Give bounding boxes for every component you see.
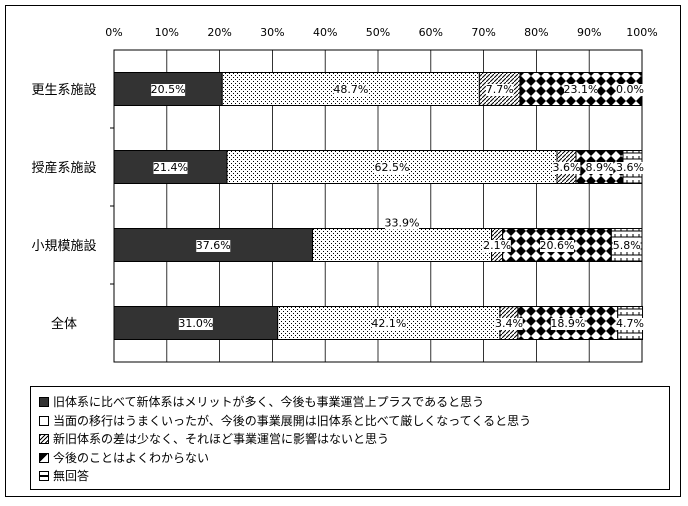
legend-label: 当面の移行はうまくいったが、今後の事業展開は旧体系と比べて厳しくなってくると思う [53, 413, 532, 428]
data-label-bg [153, 162, 188, 174]
category-label: 授産系施設 [31, 160, 96, 176]
data-label: 48.7% [333, 83, 368, 96]
data-label: 3.6% [616, 161, 644, 174]
data-label-bg [196, 240, 231, 252]
data-label-bg [374, 162, 409, 174]
x-tick-label: 90% [577, 26, 601, 39]
legend-swatch-dark [39, 397, 49, 408]
category-label: 全体 [51, 316, 77, 332]
data-label-bg [616, 162, 644, 174]
data-label: 8.9% [586, 161, 614, 174]
data-label: 31.0% [178, 317, 213, 330]
x-tick-label: 40% [313, 26, 337, 39]
data-label-bg [495, 318, 523, 330]
bar-segment [226, 150, 558, 184]
x-tick-label: 70% [471, 26, 495, 39]
data-label: 3.4% [495, 317, 523, 330]
legend-swatch-dotted [39, 415, 49, 426]
legend: 旧体系に比べて新体系はメリットが多く、今後も事業運営上プラスであると思う 当面の… [30, 386, 670, 490]
data-label: 7.7% [486, 83, 514, 96]
data-label: 20.5% [151, 83, 186, 96]
legend-label: 旧体系に比べて新体系はメリットが多く、今後も事業運営上プラスであると思う [53, 395, 485, 410]
legend-label: 今後のことはよくわからない [53, 450, 210, 465]
data-labels: 20.5% 48.7% 7.7% 23.1% 0.0%21.4% 62.5% 3.6% 8.9… [151, 83, 644, 330]
bar-segment [113, 150, 228, 184]
data-label: 33.9% [385, 217, 420, 230]
legend-item: 旧体系に比べて新体系はメリットが多く、今後も事業運営上プラスであると思う [39, 393, 669, 412]
legend-item: 無回答 [39, 467, 669, 486]
data-label-bg [483, 240, 511, 252]
data-label-bg [178, 318, 213, 330]
chart-frame: 0% 10% 20% 30% 40% 50% 60% 70% 80% 90% 100% 更生系施設授… [5, 5, 681, 497]
data-label-bg [564, 84, 599, 96]
data-label-bg [371, 318, 406, 330]
x-tick-label: 100% [626, 26, 657, 39]
data-label-bg [550, 318, 585, 330]
data-label: 20.6% [540, 239, 575, 252]
data-label: 5.8% [613, 239, 641, 252]
data-label: 18.9% [550, 317, 585, 330]
data-label-bg [539, 240, 574, 252]
data-label: 2.1% [483, 239, 511, 252]
data-label-bg [385, 217, 420, 230]
category-label: 小規模施設 [31, 238, 96, 254]
x-tick-labels: 0% 10% 20% 30% 40% 50% 60% 70% 80% 90% 100% [105, 26, 657, 39]
category-label: 更生系施設 [31, 82, 96, 98]
legend-swatch-diagonal [39, 434, 49, 445]
data-label-bg [333, 84, 368, 96]
data-label: 0.0% [616, 83, 644, 96]
stacked-bar-chart: 0% 10% 20% 30% 40% 50% 60% 70% 80% 90% 100% 更生系施設授… [31, 26, 658, 363]
data-label-bg [552, 162, 581, 174]
legend-label: 新旧体系の差は少なく、それほど事業運営に影響はないと思う [53, 432, 390, 447]
data-label-bg [616, 84, 644, 96]
x-tick-label: 60% [419, 26, 443, 39]
x-tick-label: 0% [105, 26, 122, 39]
data-label-bg [485, 84, 514, 96]
data-label-bg [151, 84, 186, 96]
data-label: 21.4% [153, 161, 188, 174]
x-tick-label: 80% [524, 26, 548, 39]
data-label: 62.5% [375, 161, 410, 174]
bar-segment [312, 228, 493, 262]
data-label-bg [585, 162, 614, 174]
x-tick-label: 30% [260, 26, 284, 39]
data-label: 23.1% [564, 83, 599, 96]
data-label: 4.7% [616, 317, 644, 330]
x-tick-label: 50% [366, 26, 390, 39]
bar-segments [113, 72, 644, 340]
data-label-bg [616, 318, 644, 330]
data-label-bg [612, 240, 641, 252]
legend-label: 無回答 [53, 469, 90, 484]
x-tick-label: 10% [155, 26, 179, 39]
legend-swatch-bricks [39, 471, 49, 482]
legend-item: 新旧体系の差は少なく、それほど事業運営に影響はないと思う [39, 430, 669, 449]
data-label: 3.6% [553, 161, 581, 174]
x-tick-label: 20% [207, 26, 231, 39]
legend-item: 今後のことはよくわからない [39, 449, 669, 468]
data-label: 37.6% [196, 239, 231, 252]
legend-swatch-diamond [39, 452, 49, 463]
legend-item: 当面の移行はうまくいったが、今後の事業展開は旧体系と比べて厳しくなってくると思う [39, 412, 669, 431]
data-label: 42.1% [371, 317, 406, 330]
